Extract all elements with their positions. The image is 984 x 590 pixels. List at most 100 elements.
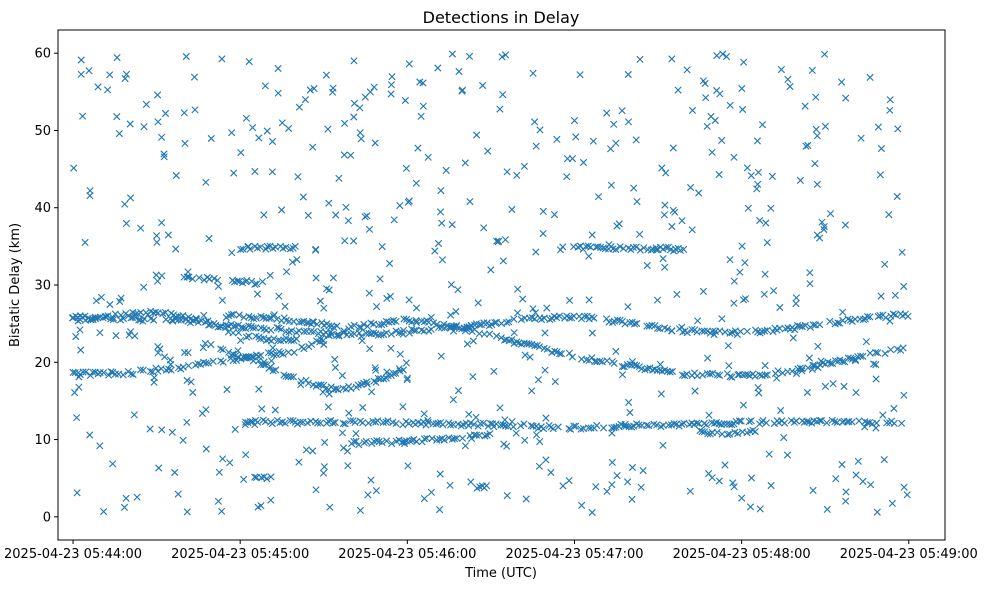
detection-point [281,302,289,310]
detection-point [487,266,495,274]
detection-point [854,457,862,465]
detection-point [405,60,413,68]
detection-point [454,387,463,395]
detection-point [724,342,732,350]
detection-point [596,243,605,251]
detection-point [503,319,511,327]
detection-point [184,349,192,357]
detection-point [673,290,681,298]
detection-point [631,361,639,369]
detection-point [503,168,511,176]
detection-point [608,481,616,489]
detection-point [777,406,785,415]
detection-point [898,248,906,256]
detection-point [660,211,668,219]
detection-point [77,56,85,64]
detection-point [831,418,839,426]
detection-point [366,345,374,353]
detection-point [881,260,889,268]
detection-point [730,483,738,491]
detection-point [204,317,212,325]
detection-point [279,350,287,358]
detection-point [347,384,355,393]
detection-point [739,401,748,409]
detection-point [747,474,756,482]
detection-point [715,477,723,485]
x-tick-label: 2025-04-23 05:45:00 [171,547,309,562]
detection-point [492,332,501,340]
detection-point [565,425,573,433]
detection-point [242,114,250,122]
detection-point [79,112,87,120]
detection-point [251,280,259,288]
detection-point [219,358,227,366]
detection-point [155,464,163,472]
detection-point [621,320,629,328]
detection-point [706,370,714,378]
detection-point [557,350,566,358]
detection-point [164,231,172,239]
detection-point [514,285,522,293]
detection-point [532,431,541,439]
detection-point [610,120,618,128]
detection-point [389,316,398,325]
detection-point [334,330,342,339]
detection-point [636,55,644,63]
detection-point [192,314,200,322]
detection-point [726,430,734,438]
detection-point [761,327,769,335]
detection-point [286,416,294,425]
detection-point [553,135,561,143]
detection-point [510,315,518,323]
detection-point [590,314,598,322]
detection-point [281,419,289,427]
detection-point [890,419,898,427]
detection-point [396,350,404,358]
detection-point [683,329,691,337]
detection-point [730,153,738,161]
detection-point [338,371,346,380]
detection-point [366,88,374,96]
detection-point [891,291,899,299]
detection-point [309,143,317,151]
detection-point [222,323,230,332]
detection-point [304,211,312,219]
detection-point [202,406,210,414]
detection-point [661,263,669,271]
detection-point [382,317,390,326]
detection-point [458,87,466,95]
detection-point [107,368,115,376]
detection-point [324,125,332,133]
detection-point [880,456,888,464]
detection-point [267,357,276,365]
detection-point [165,365,173,373]
detection-point [184,362,193,370]
detection-point [314,419,322,427]
detection-point [624,478,632,486]
detection-point [490,367,498,375]
detection-point [384,417,392,425]
detection-point [183,418,191,426]
detection-point [480,224,488,232]
detection-point [521,436,529,444]
detection-point [582,356,591,364]
detection-point [404,462,412,470]
detection-point [694,317,702,325]
detection-point [361,213,369,221]
detection-point [738,494,746,502]
detection-point [563,173,571,181]
detection-point [801,321,809,330]
detection-point [730,299,738,307]
detection-point [277,325,285,333]
detection-point [106,71,114,79]
detection-point [205,359,213,367]
detection-point [402,164,410,172]
detection-point [316,419,325,427]
detection-point [686,487,694,495]
detection-point [889,310,897,318]
detection-point [154,367,162,375]
detection-point [900,391,908,399]
detection-point [612,139,620,147]
detection-point [270,351,278,359]
detection-point [763,371,771,379]
